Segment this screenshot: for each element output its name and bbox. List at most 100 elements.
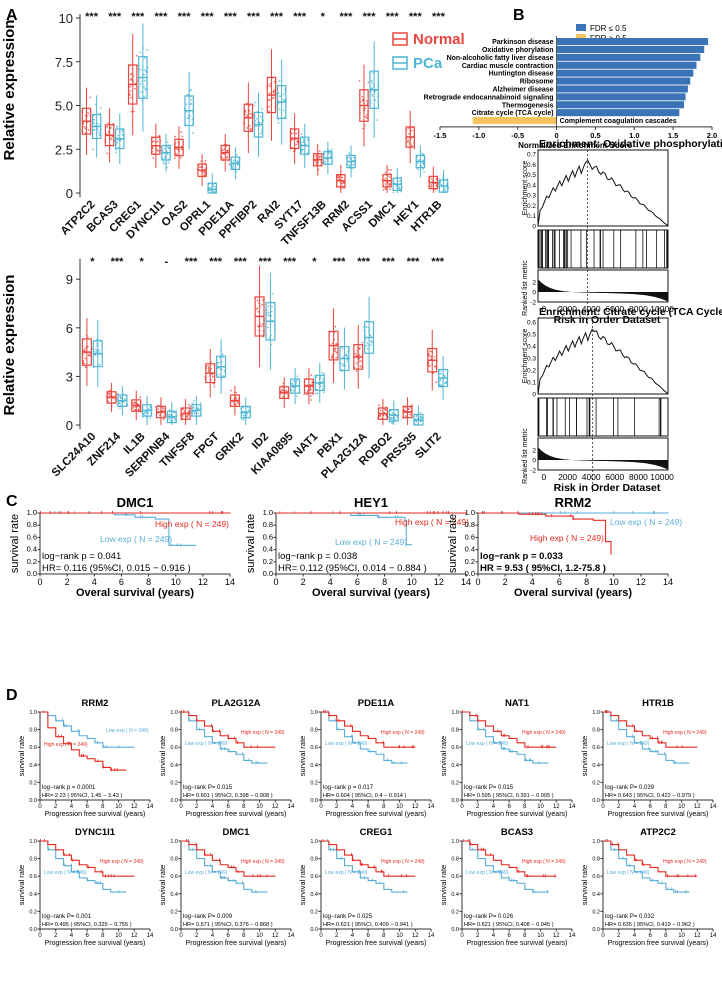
km-x-tick-label: 2 xyxy=(301,577,306,587)
data-point xyxy=(346,360,348,363)
km-curve xyxy=(181,840,276,877)
significance-label: *** xyxy=(234,256,248,268)
significance-label: * xyxy=(312,256,317,268)
data-point xyxy=(161,409,163,412)
km-x-tick-label: 2 xyxy=(617,804,621,810)
data-point xyxy=(311,381,314,384)
km-y-tick-label: 1.0 xyxy=(29,839,37,845)
data-point xyxy=(107,400,110,403)
metric-frame xyxy=(537,437,669,471)
metric-tick-label: 0 xyxy=(532,458,536,465)
data-point xyxy=(392,191,395,194)
km-high-label: High exp ( N = 249) xyxy=(663,730,707,736)
data-point xyxy=(84,357,87,360)
km-x-tick-label: 14 xyxy=(147,804,154,810)
data-point xyxy=(157,408,160,410)
km-logrank: log−rank P= 0.001 xyxy=(42,914,92,920)
km-x-tick-label: 2 xyxy=(54,804,58,810)
km-x-tick-label: 14 xyxy=(288,804,295,810)
data-point xyxy=(144,79,146,82)
km-y-title: survival rate xyxy=(580,736,589,776)
es-tick-label: 0.1 xyxy=(527,380,536,387)
nes-x-tick-label: 0 xyxy=(554,131,558,140)
y-axis-title-top: Relative expression xyxy=(1,20,18,161)
km-x-tick-label: 8 xyxy=(523,933,527,939)
data-point xyxy=(300,133,303,135)
km-x-tick-label: 2 xyxy=(503,577,508,587)
data-point xyxy=(429,355,431,358)
km-x-tick-label: 12 xyxy=(553,933,560,939)
km-title: HTR1B xyxy=(642,698,674,709)
km-hr: HR= 0.571 ( 95%CI, 0.376 − 0.868 ) xyxy=(183,922,273,928)
km-hr: HR= 0.635 ( 95%CI, 0.419 − 0.962 ) xyxy=(605,922,695,928)
data-point xyxy=(365,116,368,119)
data-point xyxy=(389,172,392,175)
data-point xyxy=(270,315,273,317)
km-hr: HR= 0.604 ( 95%CI, 0.4 − 0.914 ) xyxy=(323,793,406,799)
km-x-tick-label: 8 xyxy=(101,933,105,939)
data-point xyxy=(430,177,433,180)
km-y-tick-label: 0.0 xyxy=(451,927,459,933)
km-x-tick-label: 8 xyxy=(382,933,386,939)
nes-bar xyxy=(556,101,685,109)
significance-label: *** xyxy=(340,11,354,23)
data-point xyxy=(115,125,118,128)
km-title: PDE11A xyxy=(358,698,395,709)
data-point xyxy=(364,115,367,118)
data-point xyxy=(266,326,269,329)
km-hr: HR= 0.601 ( 95%CI, 0.398 − 0.908 ) xyxy=(183,793,273,799)
data-point xyxy=(443,382,446,385)
km-x-tick-label: 4 xyxy=(492,804,496,810)
km-y-tick-label: 0.8 xyxy=(451,857,459,863)
metric-axis-title: Ranked list metric xyxy=(522,428,529,484)
risk-x-title: Risk in Order Dataset xyxy=(554,314,661,326)
km-y-tick-label: 0.8 xyxy=(465,520,475,529)
km-y-tick-label: 0.0 xyxy=(29,798,37,804)
km-hr: HR= 0.621 ( 95%CI, 0.409 − 0.941 ) xyxy=(323,922,413,928)
es-plot-frame xyxy=(537,149,669,227)
data-point xyxy=(341,176,344,179)
data-point xyxy=(180,131,183,133)
km-x-tick-label: 10 xyxy=(115,804,122,810)
data-point xyxy=(88,354,91,357)
data-point xyxy=(314,160,317,163)
km-x-tick-label: 10 xyxy=(537,933,544,939)
data-point xyxy=(371,95,374,97)
significance-label: *** xyxy=(185,256,199,268)
data-point xyxy=(200,402,202,405)
data-point xyxy=(310,399,312,401)
km-hr: HR= 0.595 ( 95%CI, 0.391 − 0.905 ) xyxy=(464,793,554,799)
km-y-tick-label: 1.0 xyxy=(592,839,600,845)
nes-x-tick-label: 1.0 xyxy=(629,131,639,140)
km-plot-rrm2: RRM2 0 2 4 6 8 10 12 14 0.0 0.2 0.4 0.6 0.8 1.0 surviva… xyxy=(17,698,154,818)
km-x-tick-label: 14 xyxy=(710,804,717,810)
km-y-tick-label: 0.2 xyxy=(592,780,600,786)
data-point xyxy=(237,163,240,166)
data-point xyxy=(122,401,125,404)
nes-bar xyxy=(556,38,709,46)
pathway-label: Oxidative phorylation xyxy=(482,47,554,54)
data-point xyxy=(230,389,233,392)
km-logrank: log−rank P= 0.009 xyxy=(183,914,233,920)
risk-x-tick-label: 0 xyxy=(542,472,547,482)
km-x-tick-label: 6 xyxy=(85,933,89,939)
data-point xyxy=(158,414,161,417)
data-point xyxy=(222,375,225,377)
pathway-label: Ribosome xyxy=(520,79,554,86)
km-x-title: Progression free survival (years) xyxy=(608,940,709,947)
data-point xyxy=(358,353,361,356)
es-curve xyxy=(537,159,669,227)
data-point xyxy=(140,83,142,85)
data-point xyxy=(247,409,250,412)
data-point xyxy=(146,48,149,51)
data-point xyxy=(335,351,338,354)
km-logrank: log−rank p = 0.038 xyxy=(278,551,357,562)
data-point xyxy=(269,98,271,101)
km-x-tick-label: 12 xyxy=(272,933,279,939)
data-point xyxy=(367,81,370,84)
nes-x-tick-label: 2.0 xyxy=(707,131,717,140)
km-y-tick-label: 0.4 xyxy=(27,545,37,554)
data-point xyxy=(269,83,272,85)
km-x-tick-label: 12 xyxy=(694,933,701,939)
